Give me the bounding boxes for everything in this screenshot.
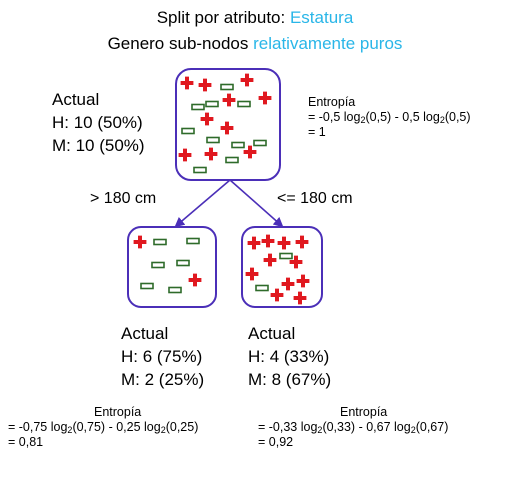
right-m-count: M: 8 (67%) bbox=[248, 370, 332, 389]
root-entropy-label: Entropía bbox=[308, 95, 356, 109]
left-entropy-label: Entropía bbox=[94, 405, 142, 419]
arrow-right bbox=[229, 179, 284, 228]
root-entropy-result: = 1 bbox=[308, 125, 326, 139]
right-node-stats: Actual H: 4 (33%) M: 8 (67%) bbox=[248, 322, 331, 391]
right-entropy-formula: = -0,33 log2(0,33) - 0,67 log2(0,67) bbox=[258, 420, 449, 435]
branch-label-right: <= 180 cm bbox=[277, 190, 353, 207]
root-h-count: H: 10 (50%) bbox=[52, 113, 143, 132]
left-entropy: Entropía = -0,75 log2(0,75) - 0,25 log2(… bbox=[8, 405, 198, 450]
right-entropy-result: = 0,92 bbox=[258, 435, 294, 449]
root-stats: Actual H: 10 (50%) M: 10 (50%) bbox=[52, 88, 145, 157]
right-heading: Actual bbox=[248, 324, 296, 343]
left-entropy-result: = 0,81 bbox=[8, 435, 44, 449]
root-entropy: Entropía = -0,5 log2(0,5) - 0,5 log2(0,5… bbox=[308, 95, 471, 140]
root-entropy-formula: = -0,5 log2(0,5) - 0,5 log2(0,5) bbox=[308, 110, 471, 125]
left-m-count: M: 2 (25%) bbox=[121, 370, 205, 389]
branch-label-left: > 180 cm bbox=[90, 190, 157, 207]
title-line-1: Split por atributo: Estatura bbox=[0, 8, 510, 28]
root-heading: Actual bbox=[52, 90, 100, 109]
right-entropy: Entropía = -0,33 log2(0,33) - 0,67 log2(… bbox=[258, 405, 448, 450]
left-child-node bbox=[127, 226, 217, 308]
root-m-count: M: 10 (50%) bbox=[52, 136, 145, 155]
title-line-2: Genero sub-nodos relativamente puros bbox=[0, 34, 510, 54]
left-entropy-formula: = -0,75 log2(0,75) - 0,25 log2(0,25) bbox=[8, 420, 199, 435]
right-h-count: H: 4 (33%) bbox=[248, 347, 330, 366]
left-h-count: H: 6 (75%) bbox=[121, 347, 203, 366]
subtitle-prefix: Genero sub-nodos bbox=[107, 34, 254, 53]
root-node bbox=[175, 68, 281, 181]
title-attribute: Estatura bbox=[289, 8, 354, 27]
subtitle-accent: relativamente puros bbox=[253, 34, 403, 53]
right-child-node bbox=[241, 226, 323, 308]
title-prefix: Split por atributo: bbox=[156, 8, 290, 27]
left-node-stats: Actual H: 6 (75%) M: 2 (25%) bbox=[121, 322, 204, 391]
right-entropy-label: Entropía bbox=[340, 405, 388, 419]
left-heading: Actual bbox=[121, 324, 169, 343]
arrow-left bbox=[174, 179, 231, 228]
